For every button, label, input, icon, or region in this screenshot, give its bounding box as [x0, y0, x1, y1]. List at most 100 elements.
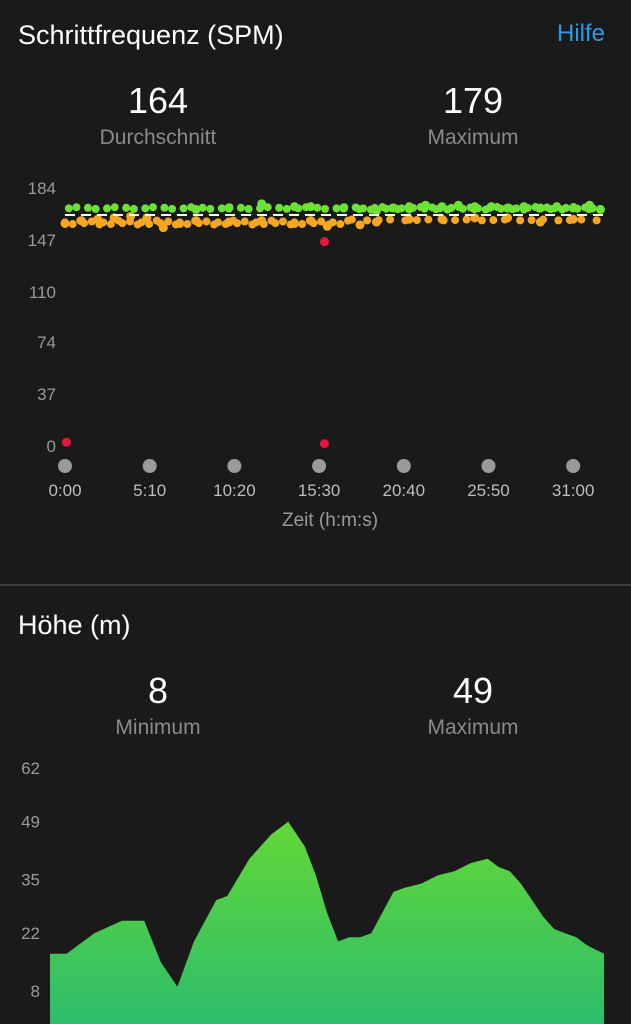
elevation-maximum-stat: 49 Maximum [373, 670, 573, 740]
cadence-chart[interactable]: 184 147 110 74 37 0 0:00 5:10 10:20 15:30 20:40 25… [0, 170, 631, 530]
cadence-data-point [290, 218, 299, 227]
cadence-data-point [562, 203, 571, 212]
cadence-y-tick-label: 37 [37, 385, 56, 404]
cadence-data-point [148, 203, 157, 212]
cadence-maximum-value: 179 [442, 80, 504, 121]
elevation-maximum-label: Maximum [427, 716, 519, 739]
cadence-data-point [282, 204, 291, 213]
cadence-data-point [409, 203, 418, 212]
cadence-data-point [328, 218, 337, 227]
cadence-y-tick-label: 74 [37, 333, 56, 352]
cadence-data-point [382, 204, 391, 213]
cadence-data-point [332, 204, 341, 213]
cadence-data-point [198, 203, 207, 212]
cadence-data-point [497, 204, 506, 213]
cadence-data-point [145, 220, 154, 229]
cadence-data-point [61, 218, 69, 227]
cadence-data-point [244, 204, 253, 213]
cadence-data-point [577, 215, 586, 224]
elevation-y-tick-label: 22 [21, 924, 40, 943]
cadence-average-label: Durchschnitt [99, 126, 217, 149]
cadence-data-point [347, 215, 356, 224]
cadence-data-point [412, 216, 421, 225]
cadence-data-point [187, 203, 196, 212]
cadence-data-point [336, 220, 345, 229]
cadence-x-axis-marker [481, 459, 496, 473]
cadence-data-point [206, 204, 215, 213]
section-divider [0, 584, 631, 586]
cadence-data-point [72, 203, 81, 212]
cadence-data-point [80, 219, 89, 228]
cadence-data-point [99, 218, 108, 227]
cadence-data-point [592, 216, 601, 225]
cadence-x-axis-marker [396, 459, 411, 473]
cadence-x-tick-label: 0:00 [48, 481, 81, 500]
cadence-x-tick-label: 10:20 [213, 481, 256, 500]
cadence-data-point [309, 219, 318, 228]
cadence-data-point [588, 204, 597, 213]
cadence-x-axis-marker [566, 459, 581, 473]
cadence-data-point [68, 220, 77, 229]
elevation-y-tick-label: 62 [21, 759, 40, 778]
cadence-data-point [221, 220, 230, 229]
cadence-data-point [317, 217, 326, 226]
cadence-x-tick-label: 20:40 [383, 481, 426, 500]
cadence-data-point [164, 217, 173, 226]
cadence-data-point [374, 216, 383, 225]
cadence-data-point [447, 203, 456, 212]
cadence-data-point [320, 237, 330, 247]
cadence-y-tick-label: 110 [29, 283, 56, 302]
cadence-data-point [156, 219, 165, 228]
cadence-data-point [474, 204, 483, 213]
cadence-data-point [279, 217, 288, 226]
cadence-data-point [500, 215, 509, 224]
cadence-data-point [263, 203, 272, 212]
cadence-data-point [106, 220, 115, 229]
cadence-data-point [359, 204, 368, 213]
cadence-x-tick-label: 25:50 [467, 481, 510, 500]
cadence-data-point [141, 204, 150, 213]
cadence-x-axis-marker [312, 459, 327, 473]
cadence-data-point [451, 216, 460, 225]
cadence-data-point [256, 204, 265, 213]
cadence-data-point [386, 215, 395, 224]
elevation-title: Höhe (m) [18, 610, 131, 640]
cadence-data-point [320, 439, 330, 449]
cadence-y-tick-label: 184 [28, 179, 56, 198]
cadence-data-point [129, 204, 138, 213]
cadence-data-point [512, 204, 521, 213]
cadence-data-point [103, 204, 112, 213]
cadence-data-point [565, 216, 574, 225]
elevation-chart[interactable]: 62 49 35 22 8 [0, 750, 631, 1024]
cadence-data-point [233, 219, 242, 228]
help-link[interactable]: Hilfe [556, 20, 605, 47]
cadence-data-point [424, 215, 433, 224]
cadence-data-point [110, 203, 119, 212]
cadence-data-point [275, 203, 284, 212]
cadence-data-point [458, 204, 467, 213]
cadence-x-tick-label: 15:30 [298, 481, 341, 500]
cadence-data-point [516, 216, 525, 225]
cadence-data-point [183, 220, 192, 229]
cadence-data-point [122, 203, 131, 212]
cadence-data-point [439, 216, 448, 225]
cadence-data-point [313, 203, 322, 212]
cadence-data-point [213, 218, 222, 227]
cadence-data-point [64, 204, 73, 213]
cadence-x-axis-marker [227, 459, 242, 473]
cadence-data-point [91, 204, 100, 213]
cadence-data-point [217, 204, 226, 213]
cadence-data-point [126, 217, 135, 226]
elevation-y-tick-label: 35 [21, 870, 40, 889]
cadence-data-point [363, 216, 372, 225]
cadence-data-point [87, 217, 96, 226]
cadence-average-stat: 164 Durchschnitt [58, 80, 258, 150]
cadence-data-point [83, 203, 92, 212]
cadence-x-axis-marker [142, 459, 157, 473]
cadence-data-point [527, 216, 536, 225]
cadence-data-point [539, 215, 548, 224]
cadence-data-point [301, 203, 310, 212]
cadence-data-point [259, 220, 268, 229]
cadence-data-point [485, 203, 494, 212]
cadence-data-point [340, 203, 349, 212]
